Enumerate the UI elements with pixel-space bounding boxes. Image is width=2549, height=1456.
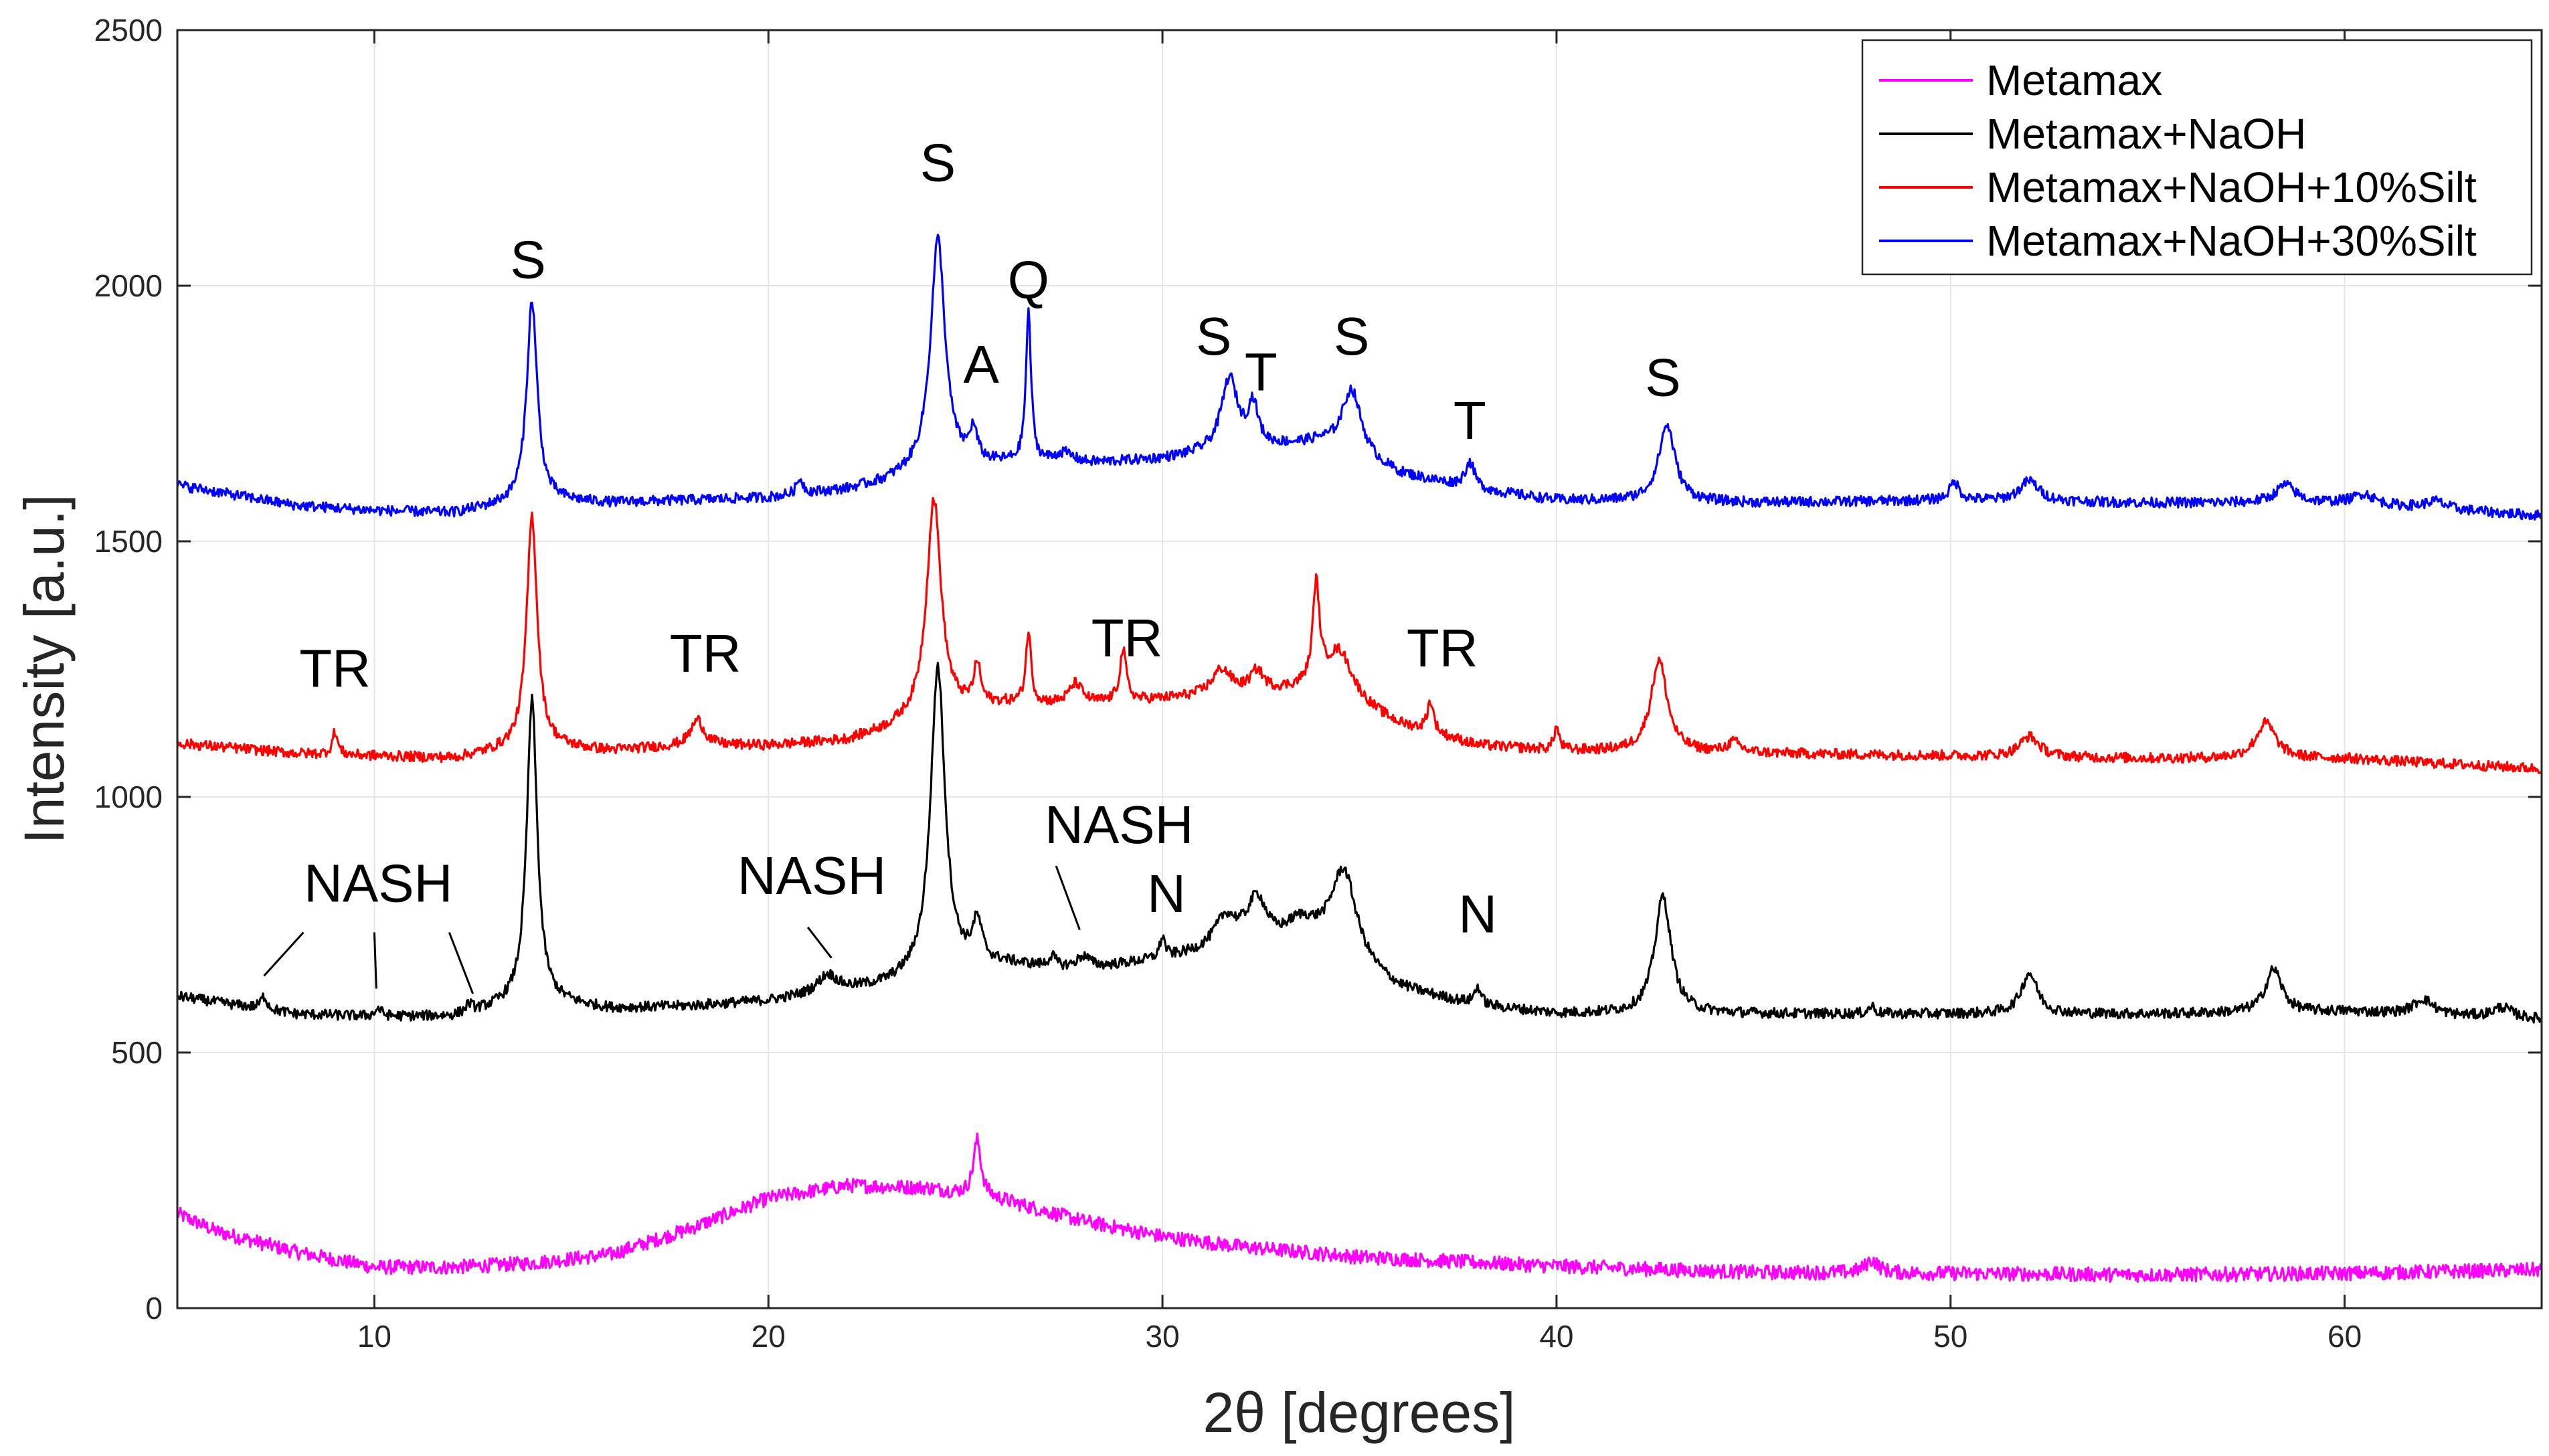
peak-label: TR [299,639,371,699]
peak-label: N [1458,884,1497,943]
series-line-0 [176,1132,2543,1283]
x-axis-label: 2θ [degrees] [1203,1381,1515,1444]
y-tick-label: 0 [145,1291,163,1326]
annotation-leader [263,931,304,977]
peak-label: TR [670,624,741,683]
peak-label: NASH [304,854,452,913]
peak-label: NASH [1045,795,1193,854]
x-tick-label: 60 [2327,1319,2362,1354]
y-tick-label: 1000 [94,780,163,814]
peak-label: Q [1008,250,1049,310]
legend-box [1861,39,2533,276]
x-tick-label: 30 [1145,1319,1179,1354]
peak-label: S [1334,306,1369,366]
peak-label: N [1147,864,1186,923]
y-tick-label: 500 [111,1035,163,1070]
legend-label: Metamax+NaOH+10%Silt [1986,163,2477,211]
annotation-leader [806,926,832,959]
axis-ticks: 10 20 30 40 50 60 0 500 1000 1500 2000 2500 [94,13,2542,1354]
peak-label: T [1245,343,1278,402]
legend-label: Metamax+NaOH+30%Silt [1986,217,2477,265]
peak-label: S [1196,306,1231,366]
x-tick-label: 50 [1933,1319,1967,1354]
peak-label: A [964,335,1000,394]
series-line-3 [176,234,2542,521]
peak-label: TR [1407,618,1478,678]
series-line-1 [177,662,2543,1024]
peak-label: NASH [737,846,886,905]
peak-label: T [1454,391,1486,450]
y-axis-label: Intensity [a.u.] [13,494,76,844]
plot-frame [176,29,2543,1309]
legend-label: Metamax [1986,56,2162,104]
series-line-2 [176,496,2542,775]
x-tick-label: 10 [357,1319,391,1354]
legend-label: Metamax+NaOH [1986,110,2306,158]
annotation-leader [1055,865,1081,931]
x-tick-label: 20 [752,1319,786,1354]
peak-label: S [920,132,956,192]
y-tick-label: 2000 [94,268,163,303]
x-tick-label: 40 [1539,1319,1573,1354]
peak-label: S [510,230,545,290]
peak-label: S [1645,347,1680,407]
y-tick-label: 2500 [94,13,163,48]
y-tick-label: 1500 [94,524,163,559]
annotation-leader [373,932,377,989]
annotation-leader [448,931,474,994]
peak-label: TR [1091,608,1163,668]
legend: Metamax Metamax+NaOH Metamax+NaOH+10%Silt M… [1861,39,2533,276]
data-series [176,234,2543,1283]
